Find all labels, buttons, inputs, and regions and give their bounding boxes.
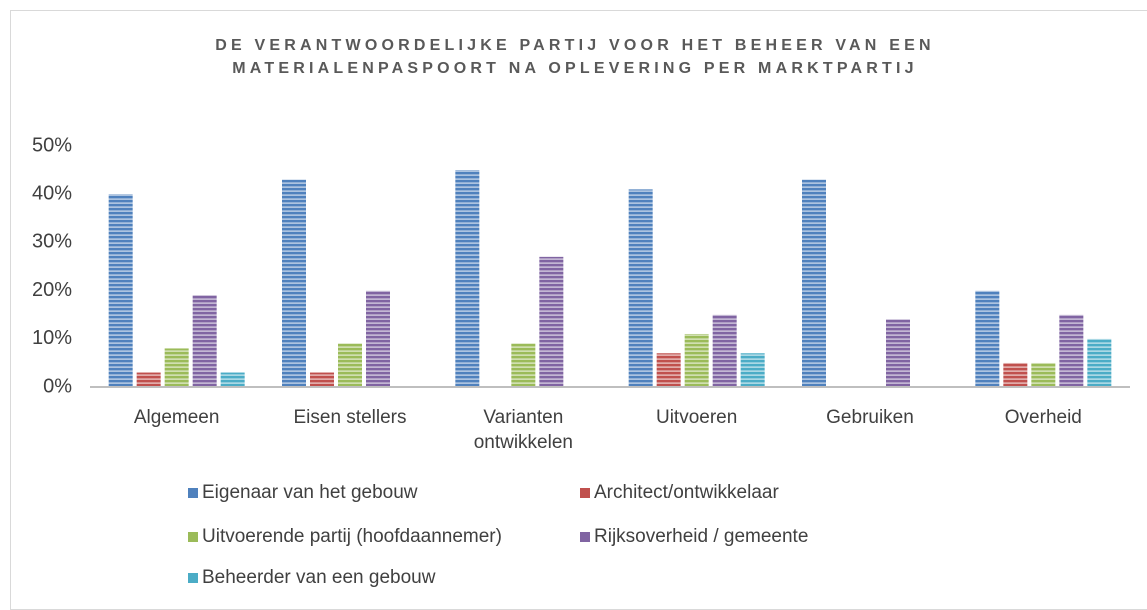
legend-swatch bbox=[188, 532, 198, 542]
bar bbox=[886, 319, 910, 387]
legend-item: Uitvoerende partij (hoofdaannemer) bbox=[188, 525, 502, 549]
bar bbox=[455, 170, 480, 387]
legend-label: Beheerder van een gebouw bbox=[202, 567, 436, 588]
bar bbox=[192, 295, 217, 387]
bar bbox=[684, 333, 709, 387]
bar bbox=[366, 290, 390, 387]
bar bbox=[975, 290, 1000, 387]
bar bbox=[1059, 314, 1084, 387]
legend-item: Beheerder van een gebouw bbox=[188, 566, 435, 590]
bar bbox=[539, 256, 564, 387]
chart-title: DE VERANTWOORDELIJKE PARTIJ VOOR HET BEH… bbox=[215, 37, 935, 77]
y-tick-label: 30% bbox=[32, 231, 72, 253]
legend-item: Rijksoverheid / gemeente bbox=[580, 525, 808, 549]
bar bbox=[802, 179, 826, 387]
bar bbox=[164, 348, 189, 387]
bar bbox=[282, 179, 306, 387]
bar bbox=[656, 353, 681, 387]
legend-swatch bbox=[188, 573, 198, 583]
x-tick-label: Algemeen bbox=[133, 407, 220, 428]
bar bbox=[628, 189, 653, 387]
bar bbox=[108, 194, 133, 387]
legend-label: Uitvoerende partij (hoofdaannemer) bbox=[202, 526, 502, 547]
bar bbox=[740, 353, 765, 387]
legend-label: Architect/ontwikkelaar bbox=[594, 482, 779, 503]
bar bbox=[338, 343, 362, 387]
y-tick-label: 50% bbox=[32, 134, 72, 156]
legend-item: Eigenaar van het gebouw bbox=[188, 481, 418, 505]
x-tick-label: Uitvoeren bbox=[655, 407, 738, 428]
x-tick-label: Eisen stellers bbox=[293, 407, 407, 428]
y-tick-label: 10% bbox=[32, 327, 72, 349]
legend-swatch bbox=[580, 532, 590, 542]
bar bbox=[136, 372, 161, 387]
bar bbox=[1003, 362, 1028, 387]
legend-swatch bbox=[580, 488, 590, 498]
y-tick-label: 20% bbox=[32, 279, 72, 301]
bar bbox=[1031, 362, 1056, 387]
bar bbox=[220, 372, 245, 387]
legend-label: Eigenaar van het gebouw bbox=[202, 482, 418, 503]
bar bbox=[1087, 338, 1112, 387]
bar bbox=[511, 343, 536, 387]
y-tick-label: 0% bbox=[43, 375, 72, 397]
bar bbox=[712, 314, 737, 387]
x-tick-label: Overheid bbox=[1004, 407, 1082, 428]
legend-swatch bbox=[188, 488, 198, 498]
bar bbox=[310, 372, 334, 387]
x-tick-label: Varianten ontwikkelen bbox=[473, 407, 573, 453]
y-tick-label: 40% bbox=[32, 182, 72, 204]
legend-label: Rijksoverheid / gemeente bbox=[594, 526, 809, 547]
legend-item: Architect/ontwikkelaar bbox=[580, 481, 779, 505]
x-tick-label: Gebruiken bbox=[826, 407, 914, 428]
